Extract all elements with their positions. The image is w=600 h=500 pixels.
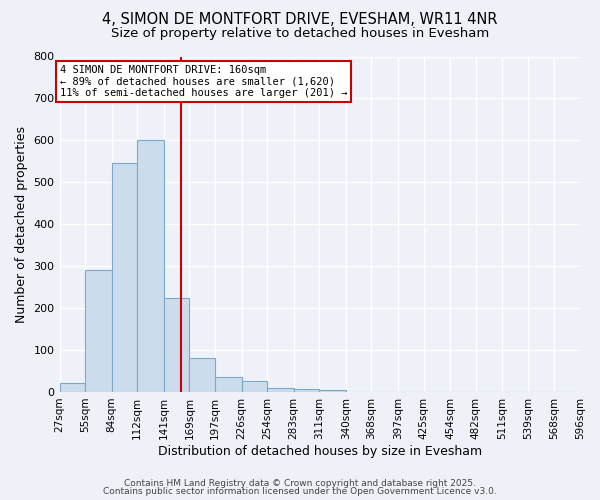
Bar — [85, 270, 112, 392]
Text: Contains HM Land Registry data © Crown copyright and database right 2025.: Contains HM Land Registry data © Crown c… — [124, 478, 476, 488]
Bar — [59, 382, 85, 392]
Text: 4 SIMON DE MONTFORT DRIVE: 160sqm
← 89% of detached houses are smaller (1,620)
1: 4 SIMON DE MONTFORT DRIVE: 160sqm ← 89% … — [59, 65, 347, 98]
Text: Contains public sector information licensed under the Open Government Licence v3: Contains public sector information licen… — [103, 487, 497, 496]
Bar — [294, 388, 319, 392]
Text: Size of property relative to detached houses in Evesham: Size of property relative to detached ho… — [111, 28, 489, 40]
Bar — [242, 382, 267, 392]
Bar — [137, 140, 164, 392]
Bar — [112, 164, 137, 392]
X-axis label: Distribution of detached houses by size in Evesham: Distribution of detached houses by size … — [158, 444, 482, 458]
Bar — [190, 358, 215, 392]
Bar — [319, 390, 346, 392]
Bar — [267, 388, 294, 392]
Text: 4, SIMON DE MONTFORT DRIVE, EVESHAM, WR11 4NR: 4, SIMON DE MONTFORT DRIVE, EVESHAM, WR1… — [102, 12, 498, 28]
Bar — [215, 378, 242, 392]
Y-axis label: Number of detached properties: Number of detached properties — [15, 126, 28, 322]
Bar — [164, 298, 190, 392]
